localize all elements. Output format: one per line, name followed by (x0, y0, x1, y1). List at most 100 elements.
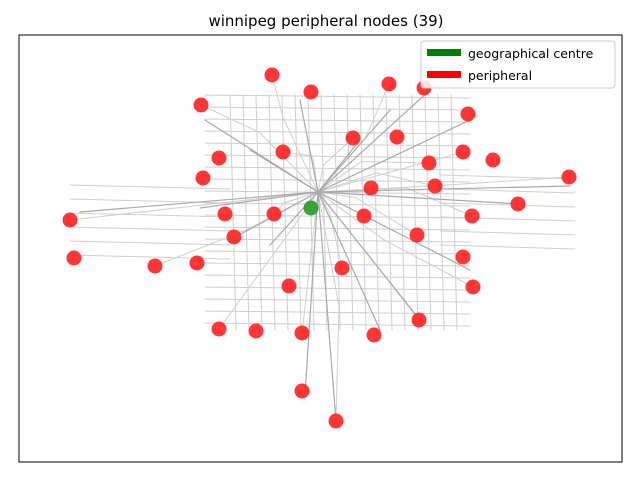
minor-street (204, 190, 471, 195)
peripheral-node (460, 106, 476, 122)
node-layer (62, 67, 577, 429)
peripheral-node (211, 321, 227, 337)
peripheral-node (195, 170, 211, 186)
major-street (317, 191, 421, 321)
minor-street (204, 322, 471, 327)
minor-street (294, 94, 302, 331)
peripheral-node (421, 155, 437, 171)
peripheral-node (409, 227, 425, 243)
peripheral-node (356, 208, 372, 224)
major-street (317, 89, 431, 193)
peripheral-node (189, 255, 205, 271)
peripheral-node (366, 327, 382, 343)
minor-street (317, 172, 436, 193)
minor-street (204, 310, 471, 315)
minor-street (317, 187, 473, 217)
legend-box (420, 40, 616, 89)
peripheral-node (510, 196, 526, 212)
minor-street (69, 198, 231, 204)
minor-street (437, 94, 445, 331)
minor-street (439, 188, 576, 194)
minor-street (317, 191, 343, 269)
minor-street (69, 226, 231, 232)
legend-label-peripheral: peripheral (468, 68, 532, 83)
peripheral-node (328, 413, 344, 429)
peripheral-node (294, 325, 310, 341)
legend-label-geographical-centre: geographical centre (468, 46, 594, 61)
peripheral-node (147, 258, 163, 274)
minor-street (255, 94, 263, 331)
minor-street (385, 94, 393, 331)
minor-street (204, 118, 471, 123)
major-street (299, 99, 319, 193)
minor-street (424, 94, 432, 331)
minor-street (439, 244, 576, 250)
peripheral-node (264, 67, 280, 83)
minor-street (450, 94, 458, 331)
peripheral-node (455, 249, 471, 265)
peripheral-node (193, 97, 209, 113)
peripheral-node (334, 260, 350, 276)
legend-swatch-peripheral (427, 71, 461, 78)
street-network (69, 74, 576, 422)
minor-street (317, 151, 464, 193)
major-street (204, 119, 319, 193)
minor-street (229, 94, 237, 331)
peripheral-node (266, 206, 282, 222)
major-street (317, 119, 471, 193)
peripheral-node (294, 383, 310, 399)
minor-street (346, 94, 354, 331)
minor-street (204, 238, 471, 243)
minor-street (372, 94, 380, 331)
minor-street (333, 94, 341, 331)
minor-street (204, 178, 471, 183)
minor-street (317, 161, 430, 193)
minor-street (204, 142, 471, 147)
minor-street (271, 74, 319, 193)
geographical-centre-node (303, 200, 319, 216)
minor-street (204, 106, 471, 111)
minor-street (301, 191, 319, 334)
major-street (317, 185, 571, 193)
peripheral-node (211, 150, 227, 166)
minor-street (69, 184, 231, 190)
major-street (317, 191, 471, 271)
minor-street (281, 94, 289, 331)
minor-street (317, 191, 340, 422)
major-street (317, 191, 337, 422)
minor-street (439, 216, 576, 222)
minor-street (204, 274, 471, 279)
peripheral-node (389, 129, 405, 145)
minor-street (204, 94, 471, 99)
peripheral-node (66, 250, 82, 266)
peripheral-node (62, 212, 78, 228)
major-street (317, 191, 521, 205)
peripheral-node (455, 144, 471, 160)
minor-street (204, 250, 471, 255)
minor-street (242, 94, 250, 331)
minor-street (204, 226, 471, 231)
minor-street (69, 191, 319, 221)
minor-street (439, 230, 576, 236)
peripheral-node (381, 76, 397, 92)
peripheral-node (275, 144, 291, 160)
peripheral-node (226, 229, 242, 245)
minor-street (411, 94, 419, 331)
minor-street (204, 130, 471, 135)
peripheral-node (248, 323, 264, 339)
minor-street (317, 191, 418, 236)
major-street (304, 191, 319, 396)
peripheral-node (411, 312, 427, 328)
minor-street (69, 254, 231, 260)
major-street (79, 191, 319, 213)
minor-street (69, 212, 231, 218)
minor-street (69, 240, 231, 246)
major-street (199, 191, 319, 209)
peripheral-node (303, 84, 319, 100)
minor-street (200, 104, 319, 193)
minor-street (317, 137, 354, 193)
peripheral-node (465, 279, 481, 295)
major-street (317, 139, 361, 193)
legend-swatch-geographical-centre (427, 49, 461, 56)
